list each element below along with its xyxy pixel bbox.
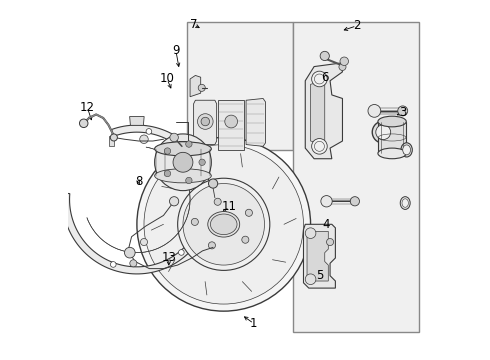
- Circle shape: [141, 238, 147, 246]
- Circle shape: [164, 148, 171, 154]
- Text: 13: 13: [161, 252, 176, 265]
- Circle shape: [326, 238, 334, 246]
- Circle shape: [321, 195, 332, 207]
- Text: 12: 12: [80, 101, 95, 114]
- Circle shape: [198, 84, 205, 91]
- Circle shape: [191, 219, 198, 225]
- Circle shape: [339, 63, 346, 71]
- Circle shape: [305, 274, 316, 284]
- Polygon shape: [305, 63, 343, 159]
- Circle shape: [110, 134, 118, 141]
- Circle shape: [340, 57, 348, 66]
- Circle shape: [305, 228, 316, 238]
- Text: 7: 7: [190, 18, 197, 31]
- Text: 9: 9: [172, 44, 180, 57]
- Bar: [293, 22, 418, 332]
- Polygon shape: [378, 122, 406, 153]
- Circle shape: [170, 133, 178, 142]
- Circle shape: [144, 145, 303, 304]
- Circle shape: [320, 51, 329, 60]
- Circle shape: [170, 197, 179, 206]
- Text: 2: 2: [353, 19, 361, 32]
- Text: 11: 11: [221, 200, 237, 213]
- Circle shape: [155, 134, 211, 191]
- Circle shape: [350, 197, 360, 206]
- Circle shape: [110, 262, 116, 267]
- Circle shape: [201, 117, 210, 126]
- Text: 10: 10: [160, 72, 174, 85]
- Ellipse shape: [210, 214, 237, 235]
- Circle shape: [124, 247, 135, 258]
- Circle shape: [214, 198, 221, 205]
- Circle shape: [79, 119, 88, 127]
- Polygon shape: [307, 231, 328, 281]
- Text: 4: 4: [323, 218, 330, 231]
- Text: 8: 8: [135, 175, 143, 188]
- Polygon shape: [130, 117, 144, 125]
- Circle shape: [368, 104, 381, 117]
- Ellipse shape: [155, 168, 211, 183]
- Circle shape: [199, 173, 205, 179]
- Circle shape: [183, 184, 265, 265]
- Circle shape: [398, 106, 408, 116]
- Polygon shape: [194, 100, 217, 145]
- Text: 3: 3: [399, 106, 406, 119]
- Circle shape: [178, 178, 270, 270]
- Circle shape: [197, 114, 213, 129]
- Circle shape: [137, 138, 311, 311]
- Circle shape: [312, 139, 327, 154]
- Circle shape: [225, 115, 238, 128]
- Circle shape: [178, 249, 184, 255]
- Circle shape: [208, 179, 218, 188]
- Circle shape: [130, 260, 137, 267]
- Polygon shape: [246, 99, 266, 146]
- Circle shape: [312, 71, 327, 87]
- Circle shape: [146, 129, 152, 134]
- Ellipse shape: [403, 145, 411, 155]
- Circle shape: [245, 209, 252, 216]
- Polygon shape: [311, 81, 325, 145]
- Ellipse shape: [372, 121, 394, 143]
- Circle shape: [140, 135, 148, 144]
- Text: 6: 6: [321, 71, 328, 84]
- Circle shape: [208, 242, 216, 249]
- Text: 1: 1: [250, 317, 258, 330]
- Circle shape: [173, 152, 193, 172]
- Ellipse shape: [402, 199, 408, 207]
- Ellipse shape: [208, 212, 240, 237]
- Text: 5: 5: [316, 269, 323, 282]
- Ellipse shape: [378, 116, 406, 127]
- Circle shape: [186, 177, 192, 184]
- Bar: [187, 22, 293, 150]
- Ellipse shape: [378, 148, 406, 159]
- Circle shape: [199, 159, 205, 166]
- Ellipse shape: [155, 142, 211, 156]
- Polygon shape: [62, 125, 211, 274]
- Polygon shape: [303, 224, 335, 288]
- Polygon shape: [219, 100, 244, 150]
- Circle shape: [242, 236, 249, 243]
- Circle shape: [186, 141, 192, 147]
- Polygon shape: [109, 136, 114, 146]
- Ellipse shape: [401, 143, 412, 157]
- Ellipse shape: [400, 197, 410, 210]
- Polygon shape: [190, 76, 201, 97]
- Circle shape: [164, 170, 171, 177]
- Ellipse shape: [376, 125, 391, 140]
